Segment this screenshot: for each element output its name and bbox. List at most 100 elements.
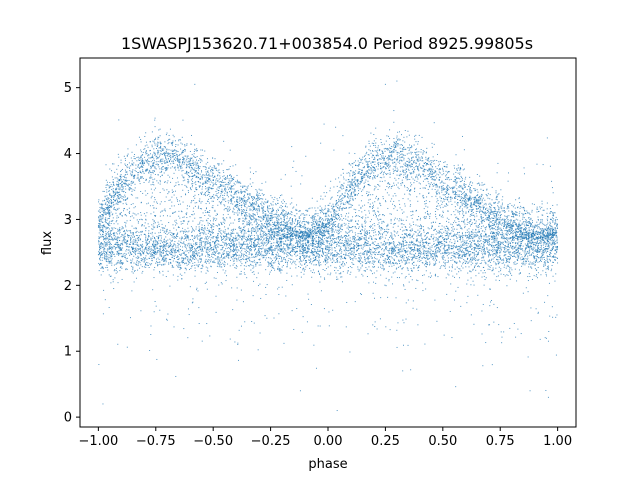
data-point	[391, 246, 393, 248]
data-point	[99, 223, 101, 225]
data-point	[256, 262, 258, 264]
data-point	[110, 246, 112, 248]
data-point	[491, 245, 493, 247]
data-point	[357, 260, 359, 262]
data-point	[425, 241, 427, 243]
data-point	[422, 248, 424, 250]
data-point	[428, 258, 430, 260]
data-point	[158, 249, 160, 251]
data-point	[205, 240, 207, 242]
data-point	[264, 255, 266, 257]
data-point	[378, 259, 380, 261]
data-point	[151, 231, 153, 233]
data-point	[549, 253, 551, 255]
data-point	[546, 255, 548, 257]
data-point	[313, 251, 315, 253]
data-point	[529, 246, 531, 248]
data-point	[104, 225, 106, 227]
data-point	[247, 239, 249, 241]
data-point	[400, 244, 402, 246]
data-point	[299, 240, 301, 242]
data-point	[456, 246, 458, 248]
data-point	[108, 239, 110, 241]
data-point	[513, 250, 515, 252]
data-point	[279, 243, 281, 245]
data-point	[528, 266, 530, 268]
data-point	[332, 258, 334, 260]
data-point	[440, 235, 442, 237]
data-point	[478, 272, 480, 274]
data-point	[360, 244, 362, 246]
data-point	[394, 271, 396, 273]
data-point	[535, 260, 537, 262]
data-point	[364, 260, 366, 262]
data-point	[206, 247, 208, 249]
data-point	[477, 243, 479, 245]
data-point	[160, 239, 162, 241]
data-point	[280, 245, 282, 247]
data-point	[543, 237, 545, 239]
data-point	[148, 246, 150, 248]
data-point	[408, 246, 410, 248]
data-point	[271, 264, 273, 266]
data-point	[401, 243, 403, 245]
data-point	[447, 228, 449, 230]
data-point	[222, 258, 224, 260]
data-point	[476, 254, 478, 256]
data-point	[234, 254, 236, 256]
data-point	[109, 255, 111, 257]
data-point	[230, 257, 232, 259]
data-point	[156, 253, 158, 255]
data-point	[466, 252, 468, 254]
data-point	[306, 264, 308, 266]
data-point	[137, 265, 139, 267]
data-point	[436, 246, 438, 248]
data-point	[420, 253, 422, 255]
data-point	[324, 258, 326, 260]
data-point	[183, 251, 185, 253]
data-point	[137, 235, 139, 237]
data-point	[486, 247, 488, 249]
data-point	[456, 261, 458, 263]
data-point	[536, 237, 538, 239]
data-point	[475, 228, 477, 230]
data-point	[337, 278, 339, 280]
data-point	[300, 250, 302, 252]
data-point	[379, 254, 381, 256]
data-point	[268, 248, 270, 250]
data-point	[443, 244, 445, 246]
data-point	[530, 254, 532, 256]
data-point	[217, 240, 219, 242]
data-point	[104, 258, 106, 260]
data-point	[204, 241, 206, 243]
data-point	[292, 260, 294, 262]
data-point	[206, 249, 208, 251]
data-point	[159, 235, 161, 237]
data-point	[166, 215, 168, 217]
data-point	[332, 255, 334, 257]
data-point	[323, 261, 325, 263]
data-point	[277, 268, 279, 270]
data-point	[302, 251, 304, 253]
data-point	[465, 248, 467, 250]
data-point	[261, 226, 263, 228]
data-point	[319, 250, 321, 252]
data-point	[317, 232, 319, 234]
data-point	[333, 254, 335, 256]
data-point	[102, 230, 104, 232]
data-point	[342, 265, 344, 267]
data-point	[351, 243, 352, 245]
data-point	[487, 236, 489, 238]
data-point	[454, 246, 456, 248]
data-point	[550, 244, 552, 246]
data-point	[344, 250, 346, 252]
data-point	[108, 274, 110, 276]
data-point	[112, 247, 114, 249]
data-point	[511, 274, 513, 276]
data-point	[232, 254, 234, 256]
data-point	[130, 237, 132, 239]
data-point	[104, 258, 106, 260]
data-point	[457, 257, 459, 259]
data-point	[285, 250, 287, 252]
data-point	[546, 255, 548, 257]
